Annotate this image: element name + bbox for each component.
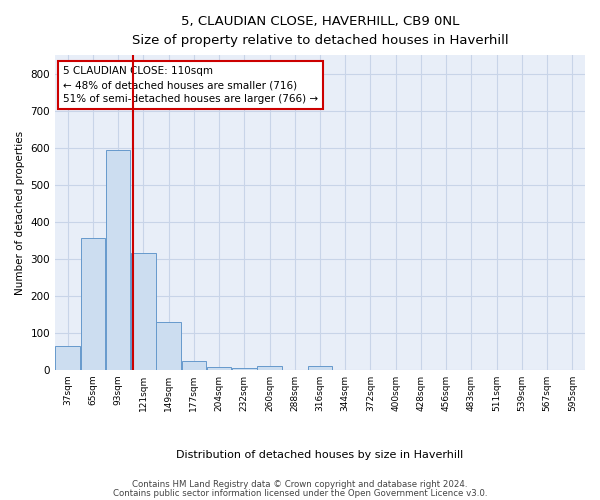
Text: Contains public sector information licensed under the Open Government Licence v3: Contains public sector information licen… [113,489,487,498]
Bar [106,150,130,370]
Y-axis label: Number of detached properties: Number of detached properties [15,130,25,294]
Bar [308,366,332,370]
Bar [157,322,181,370]
Title: 5, CLAUDIAN CLOSE, HAVERHILL, CB9 0NL
Size of property relative to detached hous: 5, CLAUDIAN CLOSE, HAVERHILL, CB9 0NL Si… [132,15,508,47]
Bar [80,238,105,370]
Bar [257,366,282,370]
Bar [131,253,155,370]
Bar [232,368,257,370]
Bar [207,367,232,370]
Bar [55,346,80,370]
Text: 5 CLAUDIAN CLOSE: 110sqm
← 48% of detached houses are smaller (716)
51% of semi-: 5 CLAUDIAN CLOSE: 110sqm ← 48% of detach… [63,66,318,104]
Text: Contains HM Land Registry data © Crown copyright and database right 2024.: Contains HM Land Registry data © Crown c… [132,480,468,489]
X-axis label: Distribution of detached houses by size in Haverhill: Distribution of detached houses by size … [176,450,464,460]
Bar [182,360,206,370]
